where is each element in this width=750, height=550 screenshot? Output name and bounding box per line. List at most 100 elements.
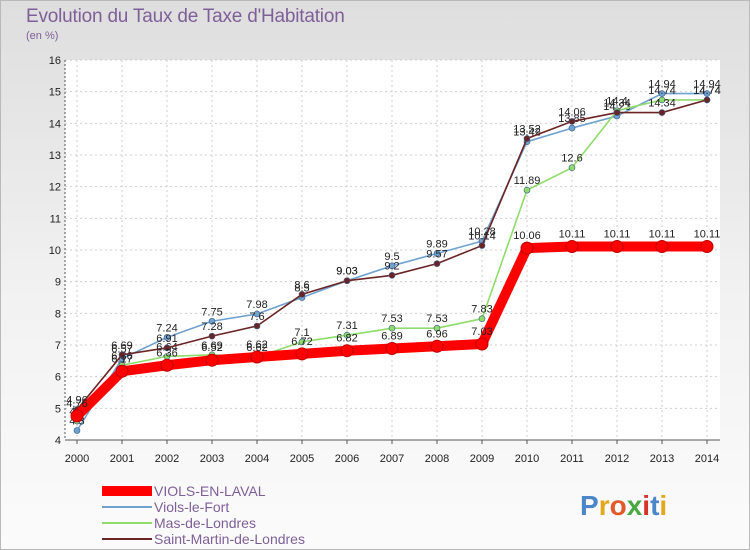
data-point-mas-de-londres <box>478 315 486 323</box>
legend-item-saint-martin-de-londres: Saint-Martin-de-Londres <box>98 531 398 547</box>
data-label-saint-martin-de-londres: 14.06 <box>558 106 586 118</box>
data-point-viols-en-laval <box>565 240 579 254</box>
legend-label-viols-le-fort: Viols-le-Fort <box>154 499 230 515</box>
data-point-viols-en-laval <box>115 364 129 378</box>
data-point-viols-en-laval <box>520 241 534 255</box>
data-label-viols-en-laval: 10.11 <box>694 229 721 241</box>
y-tick-label: 4 <box>55 435 61 447</box>
y-tick-label: 7 <box>55 340 61 352</box>
x-tick-label: 2014 <box>695 453 719 465</box>
data-label-viols-en-laval: 6.96 <box>426 328 447 340</box>
data-point-viols-le-fort <box>703 90 711 97</box>
data-point-saint-martin-de-londres <box>433 260 441 267</box>
data-label-viols-en-laval: 10.06 <box>513 230 541 242</box>
data-label-viols-en-laval: 6.62 <box>246 339 267 351</box>
data-point-mas-de-londres <box>568 164 576 171</box>
logo-letter: r <box>598 490 610 521</box>
data-label-viols-en-laval: 6.17 <box>111 353 132 365</box>
data-label-viols-en-laval: 10.11 <box>604 229 631 241</box>
data-label-saint-martin-de-londres: 9.2 <box>384 260 399 272</box>
data-point-mas-de-londres <box>523 186 531 194</box>
data-point-viols-en-laval <box>250 350 264 364</box>
data-point-mas-de-londres <box>433 324 441 332</box>
y-tick-label: 8 <box>55 308 61 320</box>
y-tick-label: 15 <box>49 87 61 99</box>
y-tick-label: 9 <box>55 277 61 289</box>
data-point-saint-martin-de-londres <box>478 242 486 249</box>
data-label-mas-de-londres: 14.74 <box>648 85 676 97</box>
x-tick-label: 2013 <box>650 453 674 465</box>
data-label-viols-en-laval: 10.11 <box>649 229 676 241</box>
data-point-viols-le-fort <box>658 90 666 97</box>
data-point-saint-martin-de-londres <box>568 118 576 125</box>
data-label-saint-martin-de-londres: 9.57 <box>426 249 447 261</box>
data-label-viols-le-fort: 9.03 <box>336 266 357 278</box>
x-tick-label: 2007 <box>380 453 404 465</box>
data-label-viols-le-fort: 7.98 <box>246 299 267 311</box>
data-label-viols-le-fort: 8.5 <box>294 283 309 295</box>
data-label-viols-en-laval: 6.89 <box>381 330 402 342</box>
data-label-mas-de-londres: 7.53 <box>381 313 402 325</box>
data-label-mas-de-londres: 11.89 <box>514 175 541 187</box>
data-point-saint-martin-de-londres <box>298 291 306 298</box>
data-label-viols-en-laval: 4.76 <box>66 398 87 410</box>
data-point-viols-en-laval <box>610 240 624 254</box>
data-label-saint-martin-de-londres: 6.69 <box>111 340 132 352</box>
data-point-viols-en-laval <box>385 341 399 355</box>
data-label-viols-le-fort: 9.89 <box>426 238 447 250</box>
proxiti-logo: Proxiti <box>580 490 667 522</box>
y-tick-label: 11 <box>50 213 61 225</box>
x-tick-label: 2011 <box>560 453 584 465</box>
y-tick-label: 16 <box>49 55 61 67</box>
data-point-mas-de-londres <box>298 338 306 346</box>
data-point-mas-de-londres <box>343 331 351 339</box>
data-label-viols-en-laval: 6.52 <box>201 342 222 354</box>
data-label-viols-en-laval: 7.03 <box>471 326 492 338</box>
data-point-saint-martin-de-londres <box>118 351 126 359</box>
data-label-mas-de-londres: 7.83 <box>471 304 492 316</box>
data-point-viols-en-laval <box>70 409 84 423</box>
data-label-viols-le-fort: 14.23 <box>603 101 631 113</box>
legend-swatch-viols-en-laval <box>102 486 152 496</box>
data-label-mas-de-londres: 12.6 <box>561 153 582 165</box>
data-label-mas-de-londres: 7.31 <box>336 320 357 332</box>
x-tick-label: 2003 <box>200 453 224 465</box>
data-point-viols-en-laval <box>700 240 714 254</box>
data-point-viols-en-laval <box>295 347 309 361</box>
data-point-viols-le-fort <box>208 317 216 325</box>
data-point-saint-martin-de-londres <box>208 332 216 340</box>
data-label-saint-martin-de-londres: 14.34 <box>648 98 676 110</box>
legend-item-viols-le-fort: Viols-le-Fort <box>98 499 398 515</box>
data-point-viols-le-fort <box>388 262 396 270</box>
x-tick-label: 2002 <box>155 453 179 465</box>
legend-label-mas-de-londres: Mas-de-Londres <box>154 515 256 531</box>
data-point-viols-en-laval <box>340 344 354 358</box>
x-tick-label: 2009 <box>470 453 494 465</box>
data-label-viols-en-laval: 6.36 <box>156 347 177 359</box>
data-label-saint-martin-de-londres: 6.91 <box>156 333 177 345</box>
data-point-viols-le-fort <box>163 334 171 341</box>
y-tick-label: 12 <box>49 182 61 194</box>
data-point-saint-martin-de-londres <box>388 272 396 279</box>
data-point-mas-de-londres <box>658 96 666 104</box>
data-label-saint-martin-de-londres: 13.52 <box>513 124 541 136</box>
data-label-mas-de-londres: 6.62 <box>246 342 267 354</box>
data-point-saint-martin-de-londres <box>163 344 171 352</box>
data-point-viols-en-laval <box>160 358 174 372</box>
data-label-viols-le-fort: 6.57 <box>111 344 132 356</box>
data-label-viols-en-laval: 6.72 <box>291 336 312 348</box>
x-tick-label: 2008 <box>425 453 449 465</box>
data-label-viols-le-fort: 7.24 <box>156 322 177 334</box>
data-label-saint-martin-de-londres: 14.34 <box>603 98 631 110</box>
data-label-mas-de-londres: 6.69 <box>201 340 222 352</box>
data-label-saint-martin-de-londres: 8.6 <box>294 279 309 291</box>
data-point-mas-de-londres <box>388 324 396 332</box>
data-label-mas-de-londres: 14.4 <box>606 96 627 108</box>
data-label-saint-martin-de-londres: 14.74 <box>693 85 721 97</box>
x-tick-label: 2005 <box>290 453 314 465</box>
data-label-viols-le-fort: 9.5 <box>384 251 399 263</box>
data-label-mas-de-londres: 14.74 <box>693 85 721 97</box>
x-tick-label: 2001 <box>110 453 134 465</box>
y-tick-label: 10 <box>49 245 61 257</box>
